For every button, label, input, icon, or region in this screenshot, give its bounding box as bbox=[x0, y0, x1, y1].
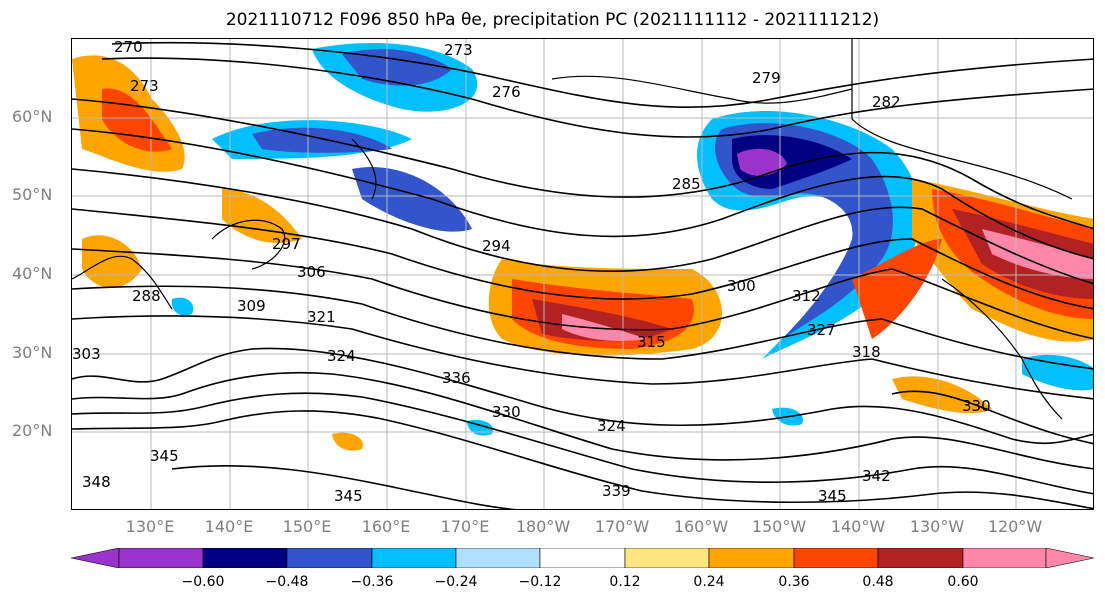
colorbar-extend-min bbox=[71, 548, 120, 568]
colorbar-tick: 0.60 bbox=[947, 574, 979, 590]
colorbar-tick: −0.12 bbox=[518, 574, 562, 590]
lat-label-20n: 20°N bbox=[12, 421, 53, 440]
contour-label: 288 bbox=[132, 287, 161, 305]
contour-label: 276 bbox=[492, 83, 521, 101]
map-panel: 270 273 273 276 279 282 285 288 294 297 … bbox=[71, 38, 1094, 510]
colorbar-tick: −0.60 bbox=[181, 574, 225, 590]
contour-label: 345 bbox=[818, 487, 847, 505]
contour-label: 324 bbox=[597, 417, 626, 435]
colorbar-cell bbox=[455, 548, 541, 568]
lat-label-60n: 60°N bbox=[12, 107, 53, 126]
colorbar-tick: −0.24 bbox=[434, 574, 478, 590]
lon-label-170e: 170°E bbox=[440, 517, 490, 536]
lon-label-130e: 130°E bbox=[125, 517, 175, 536]
contour-label: 330 bbox=[492, 403, 521, 421]
lon-label-160w: 160°W bbox=[673, 517, 729, 536]
contour-label: 318 bbox=[852, 343, 881, 361]
colorbar-cell bbox=[793, 548, 879, 568]
contour-label: 339 bbox=[602, 482, 631, 500]
colorbar-tick: −0.48 bbox=[265, 574, 309, 590]
lon-label-150w: 150°W bbox=[751, 517, 807, 536]
colorbar-cell bbox=[371, 548, 457, 568]
contour-label: 294 bbox=[482, 237, 511, 255]
map-canvas: 270 273 273 276 279 282 285 288 294 297 … bbox=[72, 39, 1093, 509]
contour-label: 285 bbox=[672, 175, 701, 193]
lon-label-170w: 170°W bbox=[594, 517, 650, 536]
colorbar-cell bbox=[286, 548, 373, 568]
contour-label: 315 bbox=[637, 333, 666, 351]
contour-label: 345 bbox=[334, 487, 363, 505]
contour-label: 342 bbox=[862, 467, 891, 485]
lat-label-40n: 40°N bbox=[12, 264, 53, 283]
contour-label: 300 bbox=[727, 277, 756, 295]
contour-label: 303 bbox=[72, 345, 101, 363]
colorbar-extend-max bbox=[1045, 548, 1094, 568]
colorbar-cell bbox=[539, 548, 626, 568]
contour-label: 309 bbox=[237, 297, 266, 315]
lon-label-160e: 160°E bbox=[361, 517, 411, 536]
colorbar-tick: 0.24 bbox=[693, 574, 725, 590]
contour-label: 270 bbox=[114, 39, 143, 56]
colorbar-cell bbox=[202, 548, 288, 568]
colorbar-tick: −0.36 bbox=[350, 574, 394, 590]
lon-label-140w: 140°W bbox=[830, 517, 886, 536]
colorbar-cell bbox=[624, 548, 710, 568]
colorbar-cell bbox=[962, 548, 1047, 568]
contour-labels: 270 273 273 276 279 282 285 288 294 297 … bbox=[72, 39, 991, 505]
contour-label: 348 bbox=[82, 473, 111, 491]
precip-shading bbox=[72, 43, 1093, 451]
contour-label: 321 bbox=[307, 308, 336, 326]
lon-label-130w: 130°W bbox=[909, 517, 965, 536]
colorbar-cell bbox=[708, 548, 795, 568]
colorbar-tick: 0.36 bbox=[778, 574, 810, 590]
lat-label-50n: 50°N bbox=[12, 185, 53, 204]
contour-label: 273 bbox=[444, 41, 473, 59]
contour-label: 336 bbox=[442, 369, 471, 387]
contour-label: 297 bbox=[272, 235, 301, 253]
colorbar-tick: 0.48 bbox=[862, 574, 894, 590]
colorbar bbox=[71, 548, 1094, 568]
contour-label: 324 bbox=[327, 347, 356, 365]
lon-label-150e: 150°E bbox=[282, 517, 332, 536]
colorbar-cell bbox=[877, 548, 964, 568]
contour-label: 330 bbox=[962, 397, 991, 415]
contour-label: 345 bbox=[150, 447, 179, 465]
lon-label-120w: 120°W bbox=[987, 517, 1043, 536]
lat-label-30n: 30°N bbox=[12, 343, 53, 362]
coastlines bbox=[72, 39, 1073, 420]
contour-label: 312 bbox=[792, 287, 821, 305]
theta-e-contours bbox=[72, 41, 1093, 509]
lon-label-140e: 140°E bbox=[204, 517, 254, 536]
contour-label: 273 bbox=[130, 77, 159, 95]
lon-label-180w: 180°W bbox=[515, 517, 571, 536]
colorbar-tick: 0.12 bbox=[609, 574, 641, 590]
colorbar-cell bbox=[118, 548, 204, 568]
map-title: 2021110712 F096 850 hPa θe, precipitatio… bbox=[225, 10, 880, 30]
contour-label: 279 bbox=[752, 69, 781, 87]
contour-label: 282 bbox=[872, 93, 901, 111]
contour-label: 327 bbox=[807, 321, 836, 339]
contour-label: 306 bbox=[297, 263, 326, 281]
